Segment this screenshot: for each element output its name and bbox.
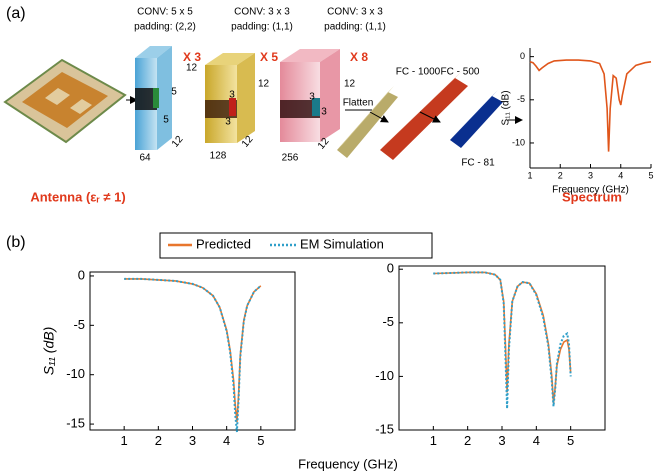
kernel-size: 5	[171, 87, 177, 98]
y-tick-label: -5	[73, 317, 85, 332]
x-axis-label: Frequency (GHz)	[298, 456, 398, 471]
x-tick-label: 1	[527, 170, 532, 180]
fc-label: FC - 1000	[396, 67, 441, 78]
x-axis-label: Frequency (GHz)	[552, 185, 629, 196]
x-tick-label: 3	[498, 433, 505, 448]
arrow	[419, 111, 441, 123]
channels-label: 128	[210, 151, 227, 162]
antenna-label: Antenna (εᵣ ≠ 1)	[30, 189, 125, 204]
channels-label: 64	[139, 153, 151, 164]
x-tick-label: 5	[567, 433, 574, 448]
fc-layer	[380, 78, 468, 160]
y-tick-label: -5	[382, 314, 394, 329]
y-tick-label: 0	[520, 51, 525, 61]
conv-label: CONV: 5 x 5	[137, 7, 193, 18]
x-tick-label: 3	[588, 170, 593, 180]
padding-label: padding: (2,2)	[134, 22, 196, 33]
panel-label: (b)	[6, 234, 26, 251]
antenna-patch	[22, 72, 108, 128]
y-tick-label: -15	[375, 421, 394, 436]
data-line	[433, 271, 572, 409]
kernel	[153, 88, 159, 108]
repeat-label: X 5	[260, 50, 278, 64]
fc-layer	[380, 71, 462, 150]
fc-label: FC - 500	[441, 67, 480, 78]
conv-label: CONV: 3 x 3	[327, 7, 383, 18]
block-side	[320, 49, 340, 142]
x-tick-label: 4	[618, 170, 623, 180]
fc-layer	[337, 92, 398, 158]
kernel	[312, 98, 320, 116]
plot-frame	[89, 271, 296, 431]
panel-label: (a)	[6, 5, 26, 22]
block-top	[205, 53, 255, 65]
padding-label: padding: (1,1)	[231, 22, 293, 33]
x-tick-label: 1	[430, 433, 437, 448]
arrow	[369, 111, 389, 123]
kernel-size: 3	[225, 117, 231, 128]
channels-label: 256	[282, 153, 299, 164]
x-tick-label: 2	[155, 433, 162, 448]
repeat-label: X 3	[183, 50, 201, 64]
kernel-size: 3	[321, 107, 327, 118]
kernel	[135, 88, 157, 110]
padding-label: padding: (1,1)	[324, 22, 386, 33]
block-side	[237, 53, 255, 143]
fc-layer	[450, 96, 503, 148]
data-line	[124, 277, 262, 433]
legend-label: EM Simulation	[300, 236, 384, 251]
y-tick-label: 0	[78, 267, 85, 282]
fc-layer	[450, 90, 498, 140]
x-tick-label: 3	[189, 433, 196, 448]
depth-label: 12	[170, 134, 186, 150]
x-tick-label: 5	[648, 170, 653, 180]
block-top	[135, 46, 172, 58]
kernel	[280, 100, 320, 118]
x-tick-label: 1	[121, 433, 128, 448]
flatten-label: Flatten	[343, 98, 374, 109]
x-tick-label: 2	[558, 170, 563, 180]
kernel	[229, 98, 236, 116]
y-tick-label: -10	[512, 137, 525, 147]
legend-label: Predicted	[196, 236, 251, 251]
kernel-size: 3	[309, 92, 315, 103]
y-tick-label: -10	[66, 366, 85, 381]
x-tick-label: 5	[257, 433, 264, 448]
repeat-label: X 8	[350, 50, 368, 64]
x-tick-label: 4	[533, 433, 540, 448]
antenna-slot	[45, 88, 70, 105]
y-axis-label: S₁₁ (dB)	[41, 327, 57, 376]
kernel-size: 3	[229, 90, 235, 101]
y-tick-label: -5	[517, 94, 525, 104]
y-tick-label: -15	[66, 416, 85, 431]
fc-label: FC - 81	[461, 158, 495, 169]
fc-layer	[337, 86, 394, 150]
data-line	[529, 59, 652, 152]
y-tick-label: -10	[375, 368, 394, 383]
x-tick-label: 4	[223, 433, 230, 448]
y-axis-label: S₁₁ (dB)	[501, 90, 512, 125]
height-label: 12	[258, 79, 270, 90]
height-label: 12	[344, 79, 356, 90]
y-tick-label: 0	[387, 261, 394, 276]
conv-label: CONV: 3 x 3	[234, 7, 290, 18]
x-tick-label: 2	[464, 433, 471, 448]
spectrum-label: Spectrum	[562, 189, 622, 204]
block-side	[157, 46, 172, 150]
height-label: 12	[186, 63, 198, 74]
antenna-slot	[70, 99, 92, 114]
kernel-size: 5	[163, 115, 169, 126]
